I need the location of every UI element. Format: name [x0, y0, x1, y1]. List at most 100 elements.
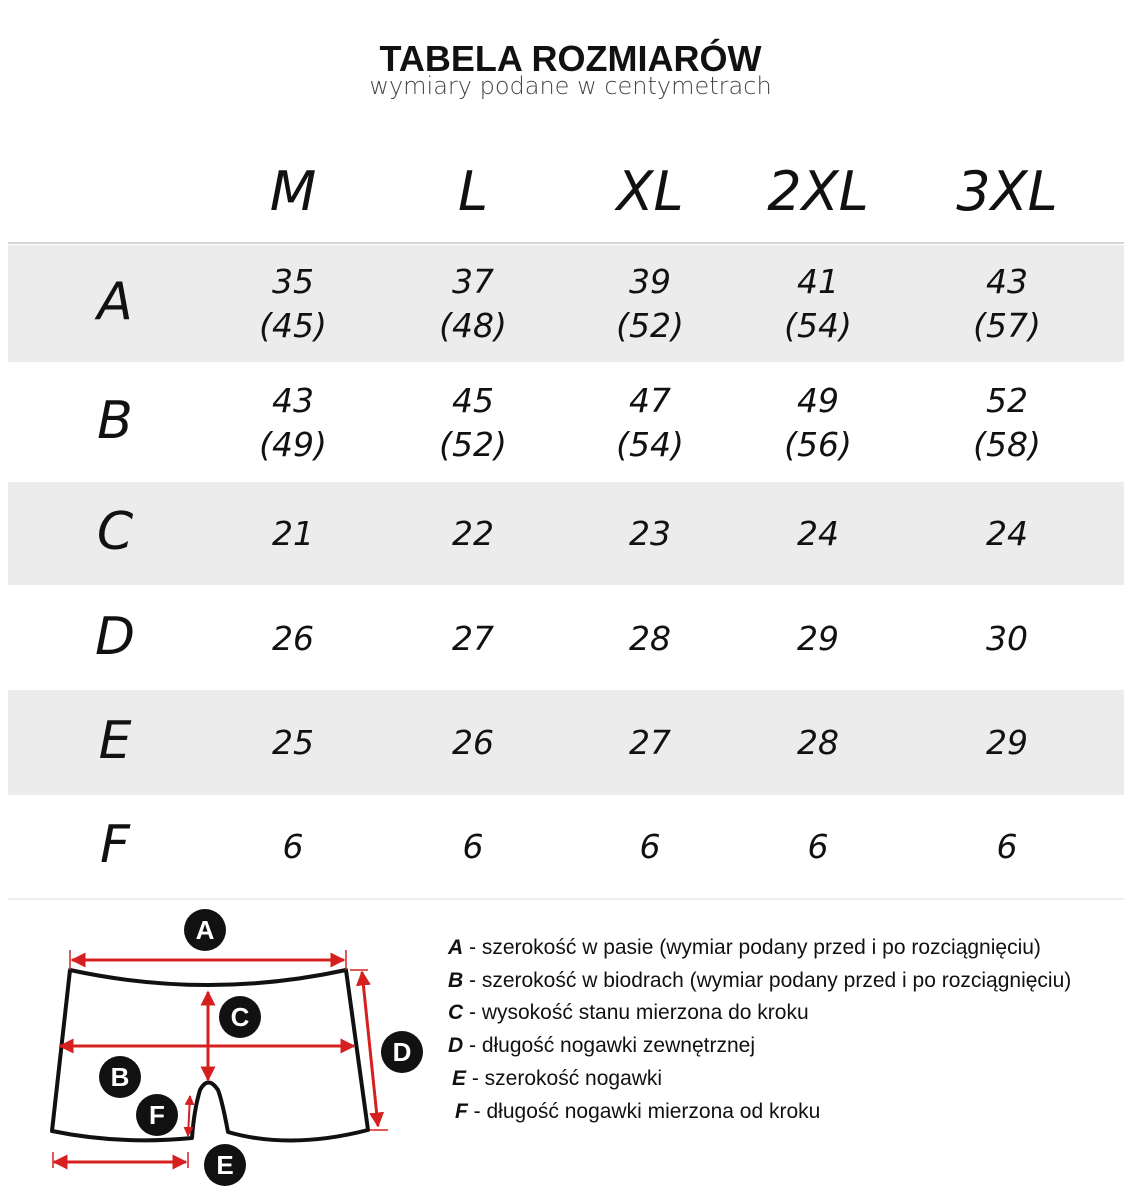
table-cell: 28: [550, 617, 750, 661]
cell-value: 6: [996, 826, 1018, 866]
cell-value: 22: [452, 513, 494, 553]
marker-b-label: B: [111, 1062, 130, 1092]
size-header-2xl: 2XL: [767, 160, 869, 223]
page-title: TABELA ROZMIARÓW: [379, 38, 762, 79]
cell-value: (56): [784, 424, 852, 464]
table-cell: 25: [193, 721, 393, 765]
table-cell: 43 (49): [193, 379, 393, 467]
table-cell: 49 (56): [718, 379, 918, 467]
cell-value: (48): [439, 305, 507, 345]
table-cell: 29: [718, 617, 918, 661]
cell-value: 25: [272, 722, 314, 762]
row-label-d: D: [94, 606, 136, 667]
cell-value: 24: [986, 513, 1028, 553]
cell-value: 29: [986, 722, 1028, 762]
legend-item: D - długość nogawki zewnętrznej: [448, 1034, 755, 1058]
measure-d-arrow: [355, 970, 385, 1128]
marker-f-label: F: [149, 1100, 165, 1130]
table-row: [8, 245, 1124, 362]
legend-item: C - wysokość stanu mierzona do kroku: [448, 1001, 809, 1025]
marker-b-circle: [99, 1056, 141, 1098]
cell-value: 43: [272, 380, 314, 420]
marker-f-circle: [136, 1094, 178, 1136]
table-cell: 6: [907, 825, 1107, 869]
marker-a-circle: [184, 909, 226, 951]
cell-value: 6: [639, 826, 661, 866]
legend-item: F - długość nogawki mierzona od kroku: [455, 1099, 821, 1123]
cell-value: 39: [629, 261, 671, 301]
table-cell: 6: [193, 825, 393, 869]
cell-value: 30: [986, 618, 1028, 658]
cell-value: 27: [629, 722, 671, 762]
table-cell: 35 (45): [193, 260, 393, 348]
cell-value: 37: [452, 261, 494, 301]
cell-value: 21: [272, 513, 314, 553]
cell-value: 52: [986, 380, 1028, 420]
marker-c-circle: [219, 996, 261, 1038]
legend-item: B - szerokość w biodrach (wymiar podany …: [448, 968, 1072, 992]
size-header-l: L: [457, 160, 489, 223]
table-cell: 37 (48): [373, 260, 573, 348]
table-cell: 30: [907, 617, 1107, 661]
row-label-c: C: [96, 501, 134, 562]
marker-d-circle: [381, 1031, 423, 1073]
cell-value: 27: [452, 618, 494, 658]
marker-c-label: C: [231, 1002, 250, 1032]
cell-value: (57): [973, 305, 1041, 345]
cell-value: 6: [282, 826, 304, 866]
table-cell: 28: [718, 721, 918, 765]
table-cell: 41 (54): [718, 260, 918, 348]
cell-value: 45: [452, 380, 494, 420]
cell-value: 6: [462, 826, 484, 866]
cell-value: 23: [629, 513, 671, 553]
table-cell: 47 (54): [550, 379, 750, 467]
header-divider: [8, 242, 1124, 244]
cell-value: (52): [616, 305, 684, 345]
table-cell: 27: [373, 617, 573, 661]
shorts-diagram: A B C D E F: [50, 909, 423, 1186]
table-cell: 43 (57): [907, 260, 1107, 348]
table-cell: 39 (52): [550, 260, 750, 348]
table-cell: 52 (58): [907, 379, 1107, 467]
cell-value: 6: [807, 826, 829, 866]
cell-value: 26: [272, 618, 314, 658]
size-header-3xl: 3XL: [956, 160, 1058, 223]
cell-value: 47: [629, 380, 671, 420]
measurement-legend: A - szerokość w pasie (wymiar podany prz…: [448, 932, 1071, 1128]
table-cell: 29: [907, 721, 1107, 765]
cell-value: (58): [973, 424, 1041, 464]
table-cell: 6: [718, 825, 918, 869]
cell-value: 49: [797, 380, 839, 420]
row-label-f: F: [100, 814, 130, 875]
cell-value: (49): [259, 424, 327, 464]
table-cell: 24: [718, 512, 918, 556]
marker-e-circle: [204, 1144, 246, 1186]
row-label-e: E: [98, 710, 132, 771]
table-cell: 24: [907, 512, 1107, 556]
shorts-outline: [50, 968, 370, 1143]
table-bottom-divider: [8, 898, 1124, 900]
cell-value: 28: [629, 618, 671, 658]
cell-value: (45): [259, 305, 327, 345]
size-header-m: M: [269, 160, 317, 223]
row-label-b: B: [97, 390, 133, 451]
table-cell: 23: [550, 512, 750, 556]
marker-e-label: E: [216, 1150, 233, 1180]
row-label-a: A: [97, 271, 133, 332]
cell-value: 24: [797, 513, 839, 553]
table-cell: 26: [193, 617, 393, 661]
table-cell: 21: [193, 512, 393, 556]
size-header-xl: XL: [616, 160, 684, 223]
cell-value: 41: [797, 261, 839, 301]
cell-value: 26: [452, 722, 494, 762]
cell-value: 28: [797, 722, 839, 762]
table-cell: 27: [550, 721, 750, 765]
legend-item: A - szerokość w pasie (wymiar podany prz…: [448, 936, 1041, 959]
cell-value: 43: [986, 261, 1028, 301]
cell-value: (52): [439, 424, 507, 464]
table-cell: 6: [550, 825, 750, 869]
table-row: [8, 690, 1124, 795]
marker-d-label: D: [393, 1037, 412, 1067]
table-row: [8, 482, 1124, 585]
table-cell: 22: [373, 512, 573, 556]
